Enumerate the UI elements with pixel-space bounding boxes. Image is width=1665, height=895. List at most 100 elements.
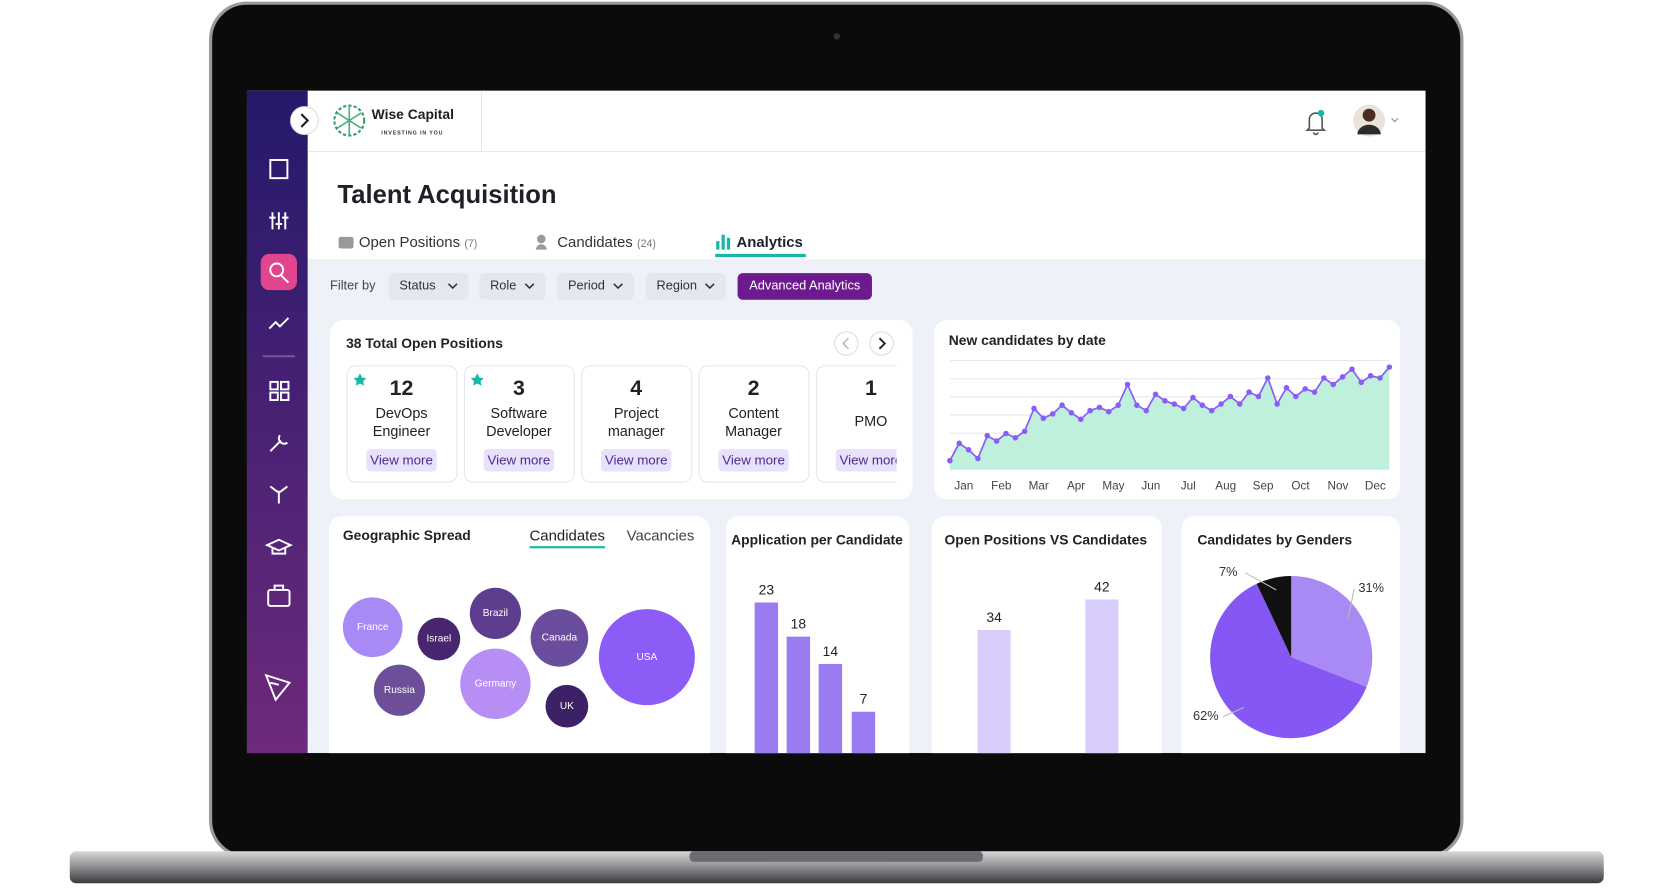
view-more-button[interactable] (483, 449, 555, 472)
filter-dropdown[interactable] (645, 273, 726, 300)
point (1339, 374, 1346, 380)
next-button[interactable] (869, 331, 894, 356)
x-tick-label: Aug (1215, 480, 1236, 493)
nav-trend[interactable] (268, 317, 290, 330)
x-tick-label: Nov (1327, 480, 1348, 493)
leader-line (1222, 706, 1245, 718)
advanced-button[interactable] (737, 273, 872, 300)
expand-button[interactable] (290, 106, 319, 135)
pie-slice (1210, 583, 1367, 739)
nav-dashboard[interactable] (269, 159, 289, 180)
toggle[interactable]: Vacancies (627, 528, 695, 545)
pie-slice (1291, 576, 1373, 687)
pie-label: 31% (1358, 580, 1384, 595)
tab-icon (537, 234, 546, 244)
bubble-label: Israel (426, 634, 451, 645)
position-role: Content Manager (725, 406, 782, 440)
point (1115, 402, 1121, 408)
star (353, 373, 367, 386)
nav-jobs[interactable] (267, 588, 291, 607)
nav-search[interactable] (269, 262, 285, 278)
point (1311, 389, 1318, 395)
nav-split[interactable] (269, 485, 288, 504)
dropdown-chevron (524, 283, 535, 290)
bar (786, 636, 811, 754)
bubble (373, 664, 426, 716)
view-more: View more (488, 452, 551, 467)
brand-name: Wise Capital (372, 106, 454, 122)
nav-apps[interactable] (269, 380, 279, 391)
area (949, 367, 1390, 470)
app: Wise Capital INVESTING IN YOU Talent Acq… (246, 90, 1426, 754)
point (1367, 373, 1374, 379)
avatar-chevron[interactable] (1391, 118, 1399, 123)
bubble (417, 617, 461, 661)
point (1049, 411, 1056, 417)
tab-label[interactable]: Candidates (557, 234, 633, 251)
avatar-head (1362, 108, 1376, 122)
data-label: 14 (823, 643, 839, 659)
bubble (530, 609, 589, 667)
filter-dropdown[interactable] (557, 273, 635, 300)
x-tick-label: Apr (1067, 480, 1085, 493)
point (1162, 398, 1168, 404)
view-more-button[interactable] (718, 449, 789, 472)
brand-tagline: INVESTING IN YOU (381, 131, 443, 137)
data-label: 23 (759, 581, 775, 597)
nav-education[interactable] (264, 538, 293, 555)
x-tick-label: Feb (991, 480, 1012, 493)
point (1180, 405, 1187, 412)
bubble-label: France (357, 622, 389, 633)
dropdown-chevron (447, 283, 458, 290)
pie-slice (1256, 576, 1292, 658)
filter-text: Status (399, 277, 435, 292)
position-role: DevOps Engineer (373, 406, 431, 440)
prev-button[interactable] (834, 331, 859, 356)
point (1330, 381, 1337, 388)
point (1218, 401, 1224, 407)
view-more: View more (722, 452, 785, 467)
camera (833, 33, 840, 40)
point (1321, 375, 1327, 381)
point (1349, 366, 1355, 373)
tab-label[interactable]: Open Positions (359, 234, 460, 251)
active-nav[interactable] (260, 253, 297, 291)
point (1246, 389, 1252, 395)
x-tick-label: Sep (1253, 480, 1274, 493)
nav-settings[interactable] (269, 212, 289, 230)
bar (851, 711, 876, 754)
filter-dropdown[interactable] (479, 273, 546, 300)
toggle[interactable]: Candidates (530, 528, 606, 545)
chart-title: New candidates by date (949, 332, 1106, 348)
position-count: 1 (865, 376, 877, 400)
point (1190, 394, 1196, 401)
view-more-button[interactable] (601, 449, 672, 472)
point (1124, 381, 1131, 388)
bar (1085, 599, 1119, 754)
view-more: View more (605, 452, 668, 467)
sidebar (246, 90, 308, 754)
view-more-button[interactable] (835, 449, 906, 472)
filter-dropdown[interactable] (388, 273, 469, 300)
point (1283, 384, 1290, 391)
pie-label: 62% (1193, 708, 1219, 723)
position-role: Project manager (608, 406, 665, 440)
data-label: 18 (791, 616, 807, 632)
data-label: 7 (860, 691, 868, 707)
bubble-label: Canada (542, 633, 578, 644)
position-count: 12 (390, 376, 414, 400)
point (984, 432, 991, 439)
position-role: Software Developer (486, 406, 552, 440)
bubble (342, 597, 403, 658)
nav-tools[interactable] (269, 434, 288, 452)
bar (754, 602, 779, 754)
bubble-label: Germany (475, 678, 518, 689)
view-more-button[interactable] (366, 449, 437, 472)
chart-title: Candidates by Genders (1197, 531, 1352, 547)
point (1377, 375, 1383, 381)
tab-label[interactable]: Analytics (736, 234, 802, 251)
top-area (307, 90, 1426, 260)
logo-lines (337, 105, 362, 136)
